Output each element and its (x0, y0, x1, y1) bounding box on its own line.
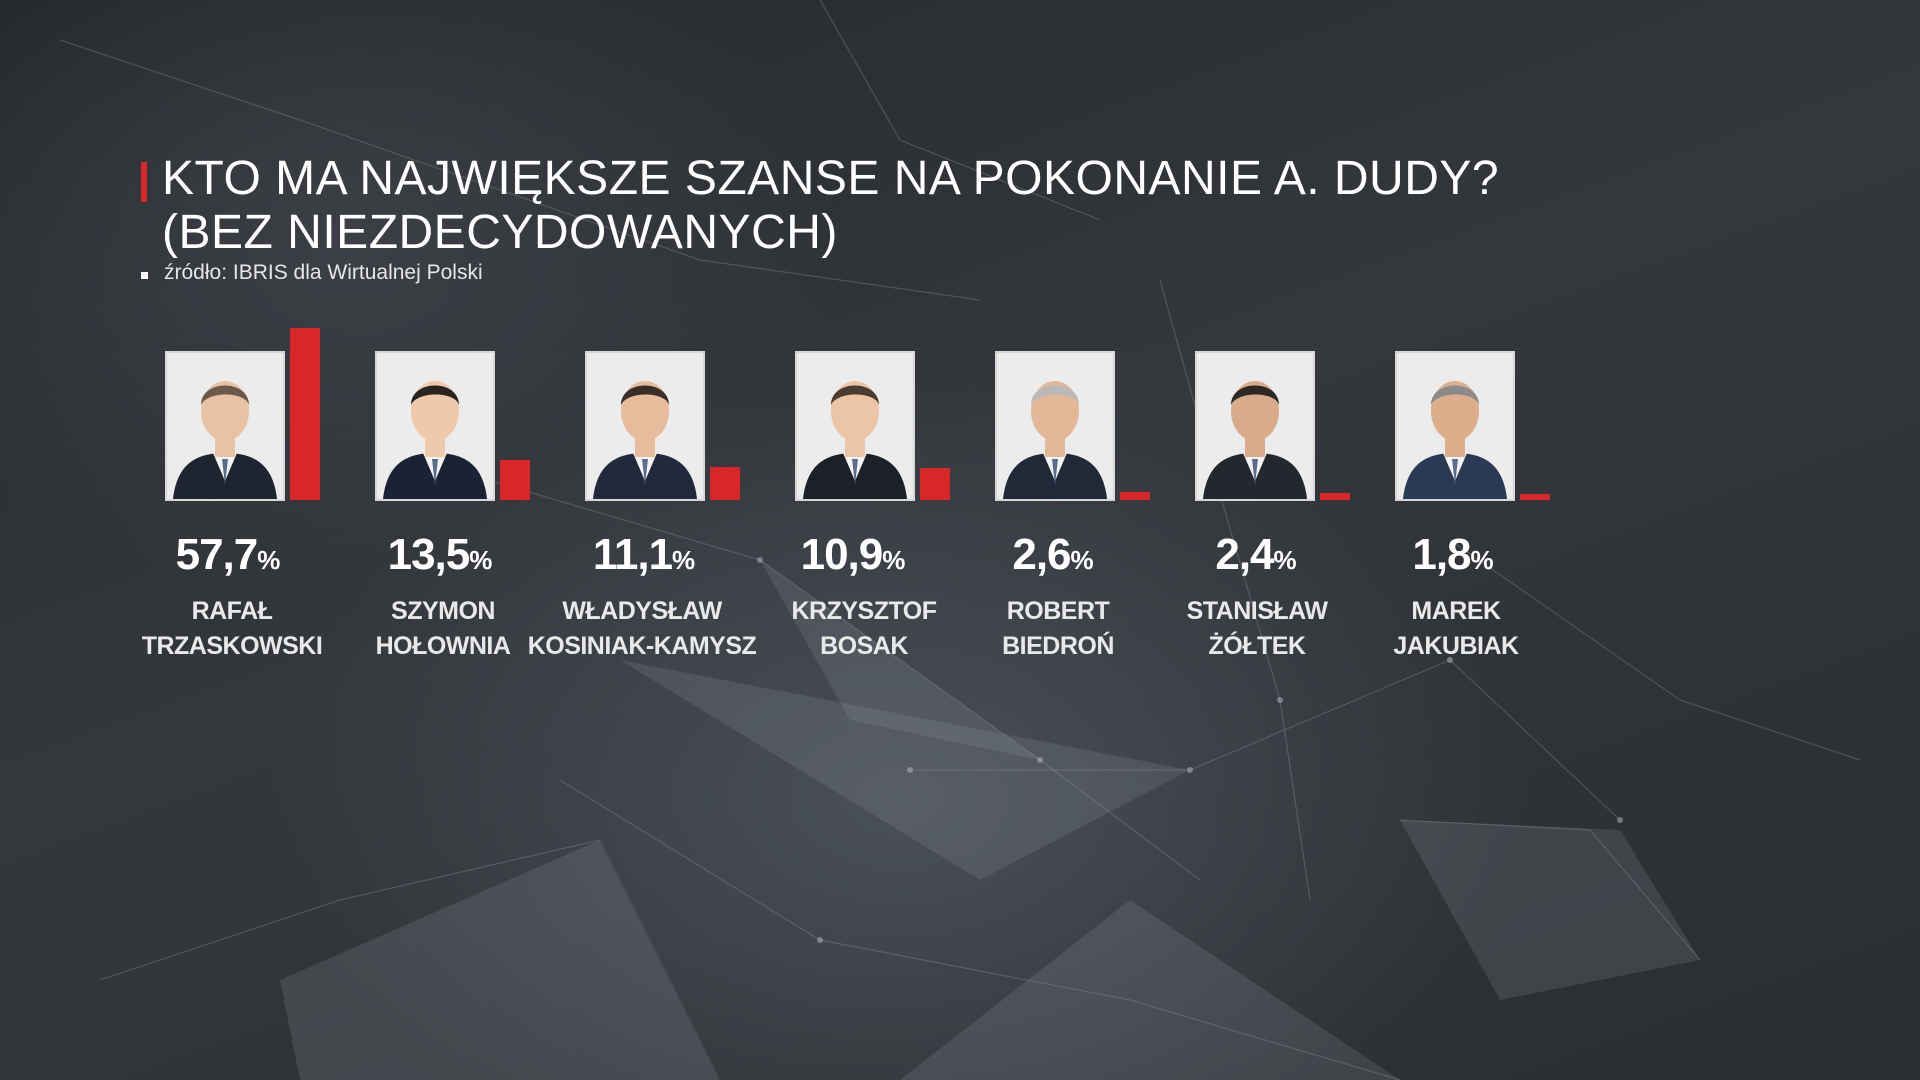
chart-subtitle: (BEZ NIEZDECYDOWANYCH) (162, 206, 838, 259)
source-note: źródło: IBRIS dla Wirtualnej Polski (164, 261, 483, 284)
bar-wladyslaw-kosiniak-kamysz (710, 467, 740, 500)
value-number: 13,5 (387, 530, 471, 579)
value-number: 2,6 (1012, 530, 1071, 579)
candidate-photo-szymon-holownia (375, 351, 495, 501)
value-label-rafal-trzaskowski: 57,7% (118, 530, 338, 580)
percent-sign: % (1470, 545, 1494, 575)
bar-stanislaw-zoltek (1320, 493, 1350, 500)
value-label-robert-biedron: 2,6% (943, 530, 1163, 580)
bar-marek-jakubiak (1520, 494, 1550, 500)
value-number: 2,4 (1215, 530, 1274, 579)
category-label-stanislaw-zoltek: STANISŁAW ŻÓŁTEK (1137, 594, 1377, 664)
last-name: JAKUBIAK (1393, 632, 1519, 660)
first-name: WŁADYSŁAW (562, 597, 722, 625)
candidate-photo-stanislaw-zoltek (1195, 351, 1315, 501)
title-accent-bar (141, 162, 147, 202)
value-number: 1,8 (1412, 530, 1471, 579)
percent-sign: % (1273, 545, 1297, 575)
source-bullet (141, 272, 148, 279)
category-label-szymon-holownia: SZYMON HOŁOWNIA (323, 594, 563, 664)
category-label-krzysztof-bosak: KRZYSZTOF BOSAK (744, 594, 984, 664)
value-label-wladyslaw-kosiniak-kamysz: 11,1% (534, 530, 754, 580)
chart-title: KTO MA NAJWIĘKSZE SZANSE NA POKONANIE A.… (162, 152, 1500, 205)
percent-sign: % (882, 545, 906, 575)
first-name: STANISŁAW (1186, 597, 1328, 625)
candidate-photo-wladyslaw-kosiniak-kamysz (585, 351, 705, 501)
last-name: BIEDROŃ (1002, 632, 1114, 660)
bar-rafal-trzaskowski (290, 328, 320, 500)
value-label-szymon-holownia: 13,5% (330, 530, 550, 580)
value-label-krzysztof-bosak: 10,9% (743, 530, 963, 580)
last-name: ŻÓŁTEK (1208, 632, 1307, 660)
first-name: ROBERT (1006, 597, 1110, 625)
last-name: BOSAK (820, 632, 908, 660)
candidate-photo-krzysztof-bosak (795, 351, 915, 501)
bar-szymon-holownia (500, 460, 530, 500)
category-label-robert-biedron: ROBERT BIEDROŃ (938, 594, 1178, 664)
last-name: KOSINIAK-KAMYSZ (527, 632, 757, 660)
candidate-photo-rafal-trzaskowski (165, 351, 285, 501)
category-label-marek-jakubiak: MAREK JAKUBIAK (1336, 594, 1576, 664)
percent-sign: % (257, 545, 281, 575)
first-name: RAFAŁ (191, 597, 273, 625)
value-label-marek-jakubiak: 1,8% (1343, 530, 1563, 580)
first-name: KRZYSZTOF (791, 597, 937, 625)
percent-sign: % (469, 545, 493, 575)
candidate-photo-robert-biedron (995, 351, 1115, 501)
first-name: MAREK (1411, 597, 1501, 625)
first-name: SZYMON (391, 597, 495, 625)
percent-sign: % (1070, 545, 1094, 575)
percent-sign: % (672, 545, 696, 575)
category-label-rafal-trzaskowski: RAFAŁ TRZASKOWSKI (112, 594, 352, 664)
bar-robert-biedron (1120, 492, 1150, 500)
value-label-stanislaw-zoltek: 2,4% (1146, 530, 1366, 580)
candidate-photo-marek-jakubiak (1395, 351, 1515, 501)
category-label-wladyslaw-kosiniak-kamysz: WŁADYSŁAW KOSINIAK-KAMYSZ (522, 594, 762, 664)
value-number: 10,9 (800, 530, 884, 579)
value-number: 57,7 (175, 530, 259, 579)
bar-krzysztof-bosak (920, 468, 950, 500)
last-name: TRZASKOWSKI (141, 632, 323, 660)
last-name: HOŁOWNIA (375, 632, 511, 660)
value-number: 11,1 (592, 530, 673, 579)
